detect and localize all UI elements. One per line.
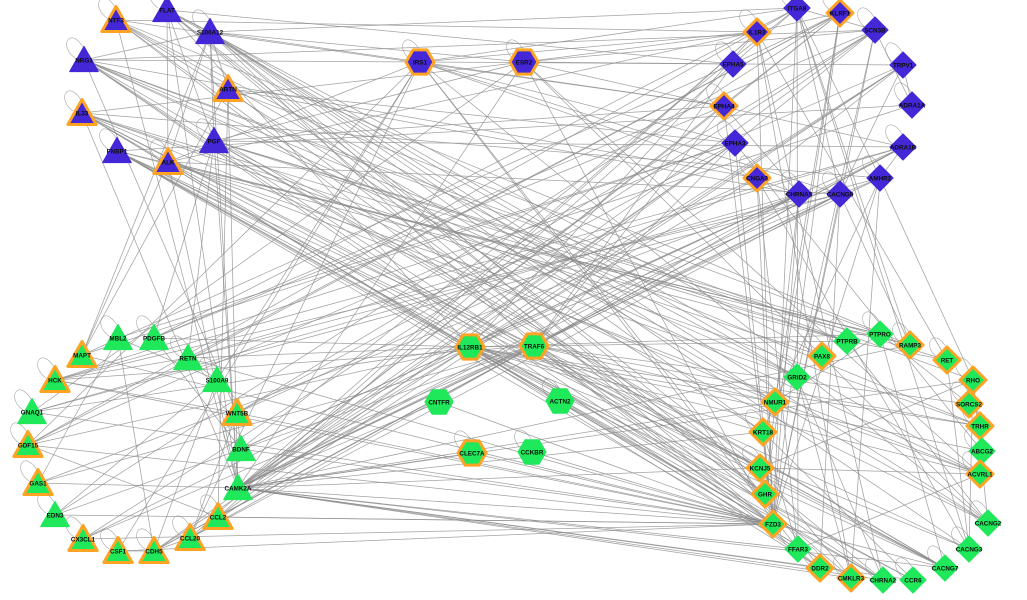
svg-text:CAMK2A: CAMK2A [225,486,252,493]
svg-text:CCL2: CCL2 [210,515,227,522]
svg-text:FLAT: FLAT [159,8,175,15]
svg-text:TRAF6: TRAF6 [524,344,545,351]
svg-text:GHR: GHR [758,492,772,499]
svg-text:ITGA8: ITGA8 [788,6,807,13]
svg-text:RET: RET [941,358,954,365]
svg-text:CNGA3: CNGA3 [746,176,769,183]
svg-text:CX3CL1: CX3CL1 [71,537,96,544]
svg-text:CSF1: CSF1 [110,549,127,556]
svg-text:TRHR: TRHR [971,424,989,431]
svg-text:CACNG7: CACNG7 [932,566,959,573]
svg-text:RAMP3: RAMP3 [899,343,922,350]
svg-text:CACNG3: CACNG3 [956,547,983,554]
svg-text:BDNF: BDNF [232,447,250,454]
svg-text:MAPT: MAPT [73,353,91,360]
svg-text:CCL20: CCL20 [180,536,200,543]
svg-text:PGF: PGF [208,139,221,146]
svg-text:CDH5: CDH5 [145,549,163,556]
svg-text:EPHA4: EPHA4 [714,104,735,111]
svg-text:FZD3: FZD3 [765,522,781,529]
svg-text:PAX8: PAX8 [814,354,830,361]
svg-text:HCK: HCK [48,378,62,385]
svg-text:TRPV1: TRPV1 [893,63,914,70]
svg-text:EPHA5: EPHA5 [723,62,744,69]
svg-text:EDN3: EDN3 [47,513,64,520]
svg-text:ADRA1A: ADRA1A [899,103,926,110]
svg-text:PDGFB: PDGFB [143,336,165,343]
svg-text:IRS1: IRS1 [413,60,427,67]
svg-text:S100A9: S100A9 [206,378,229,385]
svg-text:PTPRB: PTPRB [836,339,858,346]
svg-text:ADRA1B: ADRA1B [890,145,917,152]
svg-text:GRID2: GRID2 [787,375,807,382]
svg-text:CACNG5: CACNG5 [827,192,854,199]
svg-text:IL12RB1: IL12RB1 [457,345,483,352]
svg-text:IL1R2: IL1R2 [748,30,766,37]
svg-text:DDR2: DDR2 [811,566,829,573]
svg-text:KCNJ5: KCNJ5 [750,466,771,473]
svg-text:CACNG2: CACNG2 [975,521,1002,528]
svg-text:AMHR2: AMHR2 [869,176,892,183]
svg-text:KLRF1: KLRF1 [830,11,851,18]
svg-text:KRT18: KRT18 [753,430,773,437]
svg-text:IL33: IL33 [76,111,89,118]
svg-text:SCN3B: SCN3B [864,28,886,35]
svg-text:MBL2: MBL2 [109,336,127,343]
svg-text:RHO: RHO [966,378,980,385]
svg-text:FNBP1: FNBP1 [107,149,128,156]
svg-text:WNT5B: WNT5B [226,411,249,418]
svg-text:ABCG2: ABCG2 [971,449,994,456]
svg-text:NRG1: NRG1 [75,58,93,65]
svg-text:CHRNA2: CHRNA2 [870,578,897,585]
svg-text:SORCS2: SORCS2 [956,402,982,409]
svg-text:NTF3: NTF3 [108,18,124,25]
svg-text:GNAQ1: GNAQ1 [21,410,44,417]
svg-text:S100A12: S100A12 [197,30,224,37]
svg-text:CCR6: CCR6 [904,578,922,585]
svg-text:ALK: ALK [162,160,175,167]
svg-text:CLEC7A: CLEC7A [459,451,485,458]
svg-text:CHRNA5: CHRNA5 [786,192,813,199]
svg-text:CCKBR: CCKBR [521,450,544,457]
svg-text:ACVRL1: ACVRL1 [967,472,993,479]
svg-text:PTPRO: PTPRO [869,332,891,339]
svg-text:ESR2: ESR2 [516,60,533,67]
svg-text:GDF15: GDF15 [18,443,39,450]
svg-text:RETN: RETN [179,356,197,363]
svg-text:CNTFR: CNTFR [428,400,450,407]
svg-text:NMUR1: NMUR1 [764,400,787,407]
svg-text:FFAR3: FFAR3 [788,547,808,554]
svg-text:GAS1: GAS1 [29,481,47,488]
svg-text:ACTN2: ACTN2 [550,399,571,406]
svg-text:EPHA3: EPHA3 [725,141,746,148]
svg-text:ARTN: ARTN [219,87,237,94]
svg-text:CMKLR3: CMKLR3 [838,576,865,583]
